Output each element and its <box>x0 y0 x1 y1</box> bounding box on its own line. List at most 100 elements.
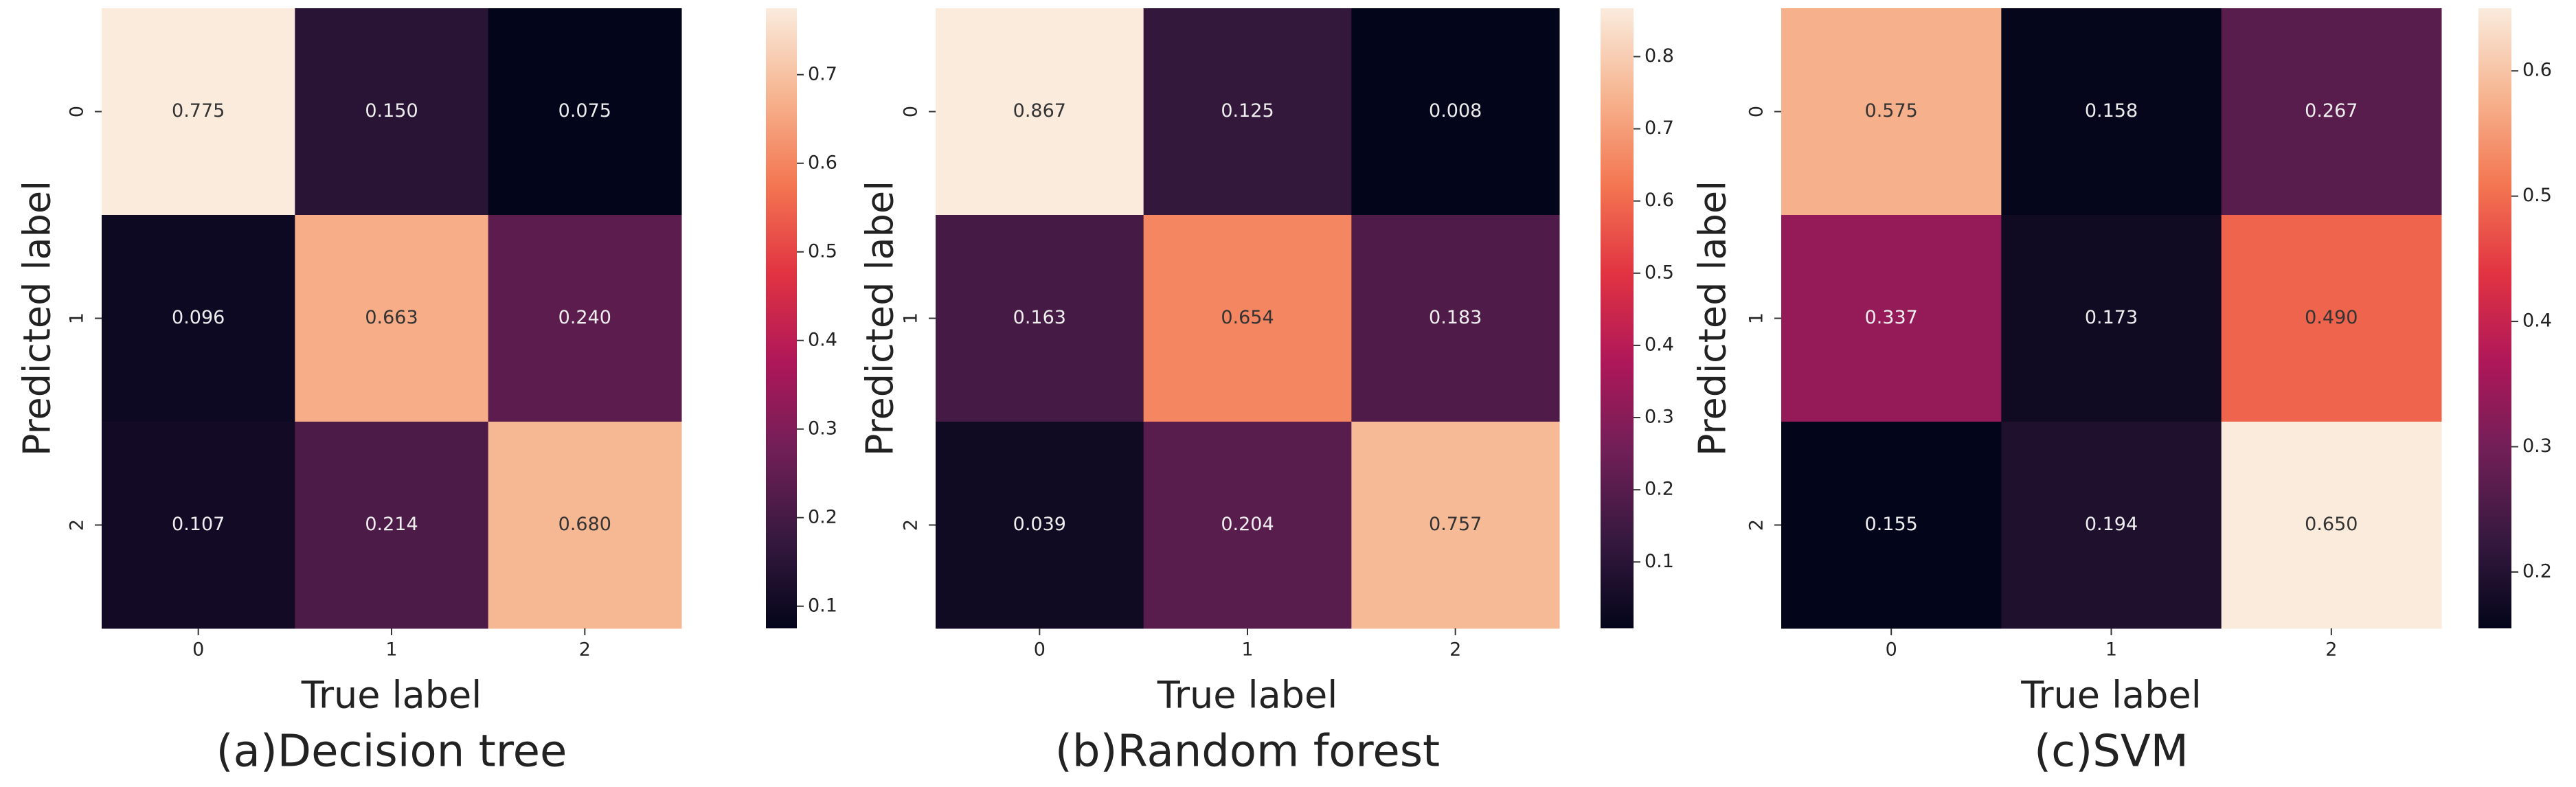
heatmap-cell <box>1781 215 2002 422</box>
heatmap-cell <box>1143 8 1352 216</box>
cell-label: 0.163 <box>1013 307 1066 328</box>
heatmap-cell <box>1143 422 1352 629</box>
heatmap-cell <box>102 422 295 629</box>
heatmap-cell <box>488 422 682 629</box>
cell-label: 0.775 <box>172 100 225 122</box>
x-tick-label: 0 <box>1034 639 1046 661</box>
cell-label: 0.194 <box>2085 514 2138 535</box>
colorbar-tick-label: 0.2 <box>1645 479 1674 500</box>
heatmap-cell <box>295 8 489 216</box>
cell-label: 0.663 <box>365 307 418 328</box>
x-tick-label: 2 <box>1449 639 1461 661</box>
cell-label: 0.267 <box>2305 100 2358 122</box>
y-axis-label: Predicted label <box>16 181 59 456</box>
colorbar-tick-label: 0.4 <box>2522 310 2552 332</box>
heatmap-cell <box>2221 422 2442 629</box>
x-axis-label: True label <box>2020 674 2201 717</box>
colorbar-tick-label: 0.7 <box>808 63 837 84</box>
x-tick-label: 1 <box>385 639 397 661</box>
x-tick-label: 0 <box>192 639 204 661</box>
cell-label: 0.867 <box>1013 100 1066 122</box>
cell-label: 0.150 <box>365 100 418 122</box>
colorbar-tick-label: 0.4 <box>808 329 837 350</box>
colorbar-tick-label: 0.4 <box>1645 334 1674 355</box>
heatmap-cell <box>1351 8 1560 216</box>
heatmap-cell <box>1781 422 2002 629</box>
y-tick-label: 1 <box>901 312 922 324</box>
heatmap-cell <box>488 215 682 422</box>
heatmap-cell <box>1351 215 1560 422</box>
cell-label: 0.173 <box>2085 307 2138 328</box>
heatmap-cell <box>1143 215 1352 422</box>
heatmap-cell <box>295 215 489 422</box>
y-tick-label: 0 <box>901 106 922 117</box>
caption: (c)SVM <box>2034 727 2189 777</box>
y-axis-label: Predicted label <box>859 181 902 456</box>
cell-label: 0.039 <box>1013 514 1066 535</box>
colorbar-tick-label: 0.6 <box>1645 190 1674 211</box>
y-tick-label: 1 <box>1746 312 1767 324</box>
cell-label: 0.490 <box>2305 307 2358 328</box>
colorbar-tick-label: 0.3 <box>1645 407 1674 428</box>
cell-label: 0.337 <box>1865 307 1918 328</box>
heatmap-cell <box>2001 215 2222 422</box>
cell-label: 0.183 <box>1429 307 1482 328</box>
x-tick-label: 0 <box>1886 639 1897 661</box>
colorbar-tick-label: 0.8 <box>1645 45 1674 67</box>
cell-label: 0.125 <box>1221 100 1274 122</box>
colorbar-tick-label: 0.3 <box>808 418 837 439</box>
colorbar-tick-label: 0.3 <box>2522 435 2552 457</box>
cell-label: 0.155 <box>1865 514 1918 535</box>
colorbar-tick-label: 0.7 <box>1645 117 1674 139</box>
cell-label: 0.107 <box>172 514 225 535</box>
x-tick-label: 2 <box>579 639 591 661</box>
x-axis-label: True label <box>301 674 482 717</box>
colorbar-tick-label: 0.5 <box>1645 262 1674 283</box>
heatmap-cell <box>102 8 295 216</box>
y-tick-label: 0 <box>67 106 88 117</box>
x-axis-label: True label <box>1157 674 1337 717</box>
cell-label: 0.158 <box>2085 100 2138 122</box>
heatmap-cell <box>2001 422 2222 629</box>
colorbar-tick-label: 0.1 <box>808 595 837 616</box>
colorbar-tick-label: 0.2 <box>2522 560 2552 582</box>
heatmap-cell <box>1351 422 1560 629</box>
cell-label: 0.008 <box>1429 100 1482 122</box>
heatmap-cell <box>2221 8 2442 216</box>
colorbar-tick-label: 0.6 <box>808 152 837 173</box>
heatmap-cell <box>2221 215 2442 422</box>
x-tick-label: 2 <box>2325 639 2337 661</box>
colorbar-tick-label: 0.5 <box>2522 185 2552 206</box>
heatmap-cell <box>936 422 1144 629</box>
x-tick-label: 1 <box>2105 639 2117 661</box>
heatmap-cell <box>2001 8 2222 216</box>
heatmap-cell <box>102 215 295 422</box>
colorbar-tick-label: 0.5 <box>808 240 837 262</box>
heatmap-cell <box>1781 8 2002 216</box>
y-tick-label: 2 <box>67 519 88 531</box>
cell-label: 0.650 <box>2305 514 2358 535</box>
cell-label: 0.757 <box>1429 514 1482 535</box>
colorbar-tick-label: 0.1 <box>1645 551 1674 572</box>
y-tick-label: 0 <box>1746 106 1767 117</box>
colorbar-tick-label: 0.6 <box>2522 60 2552 81</box>
heatmap-cell <box>295 422 489 629</box>
x-tick-label: 1 <box>1241 639 1253 661</box>
cell-label: 0.654 <box>1221 307 1274 328</box>
colorbar <box>2478 8 2511 628</box>
y-axis-label: Predicted label <box>1691 181 1735 456</box>
cell-label: 0.575 <box>1865 100 1918 122</box>
heatmap-cell <box>488 8 682 216</box>
caption: (a)Decision tree <box>216 727 567 777</box>
cell-label: 0.240 <box>558 307 611 328</box>
colorbar <box>766 8 797 628</box>
colorbar-tick-label: 0.2 <box>808 506 837 527</box>
y-tick-label: 2 <box>901 519 922 531</box>
colorbar <box>1601 8 1634 628</box>
y-tick-label: 2 <box>1746 519 1767 531</box>
y-tick-label: 1 <box>67 312 88 324</box>
heatmap-cell <box>936 8 1144 216</box>
cell-label: 0.096 <box>172 307 225 328</box>
caption: (b)Random forest <box>1055 727 1440 777</box>
cell-label: 0.680 <box>558 514 611 535</box>
